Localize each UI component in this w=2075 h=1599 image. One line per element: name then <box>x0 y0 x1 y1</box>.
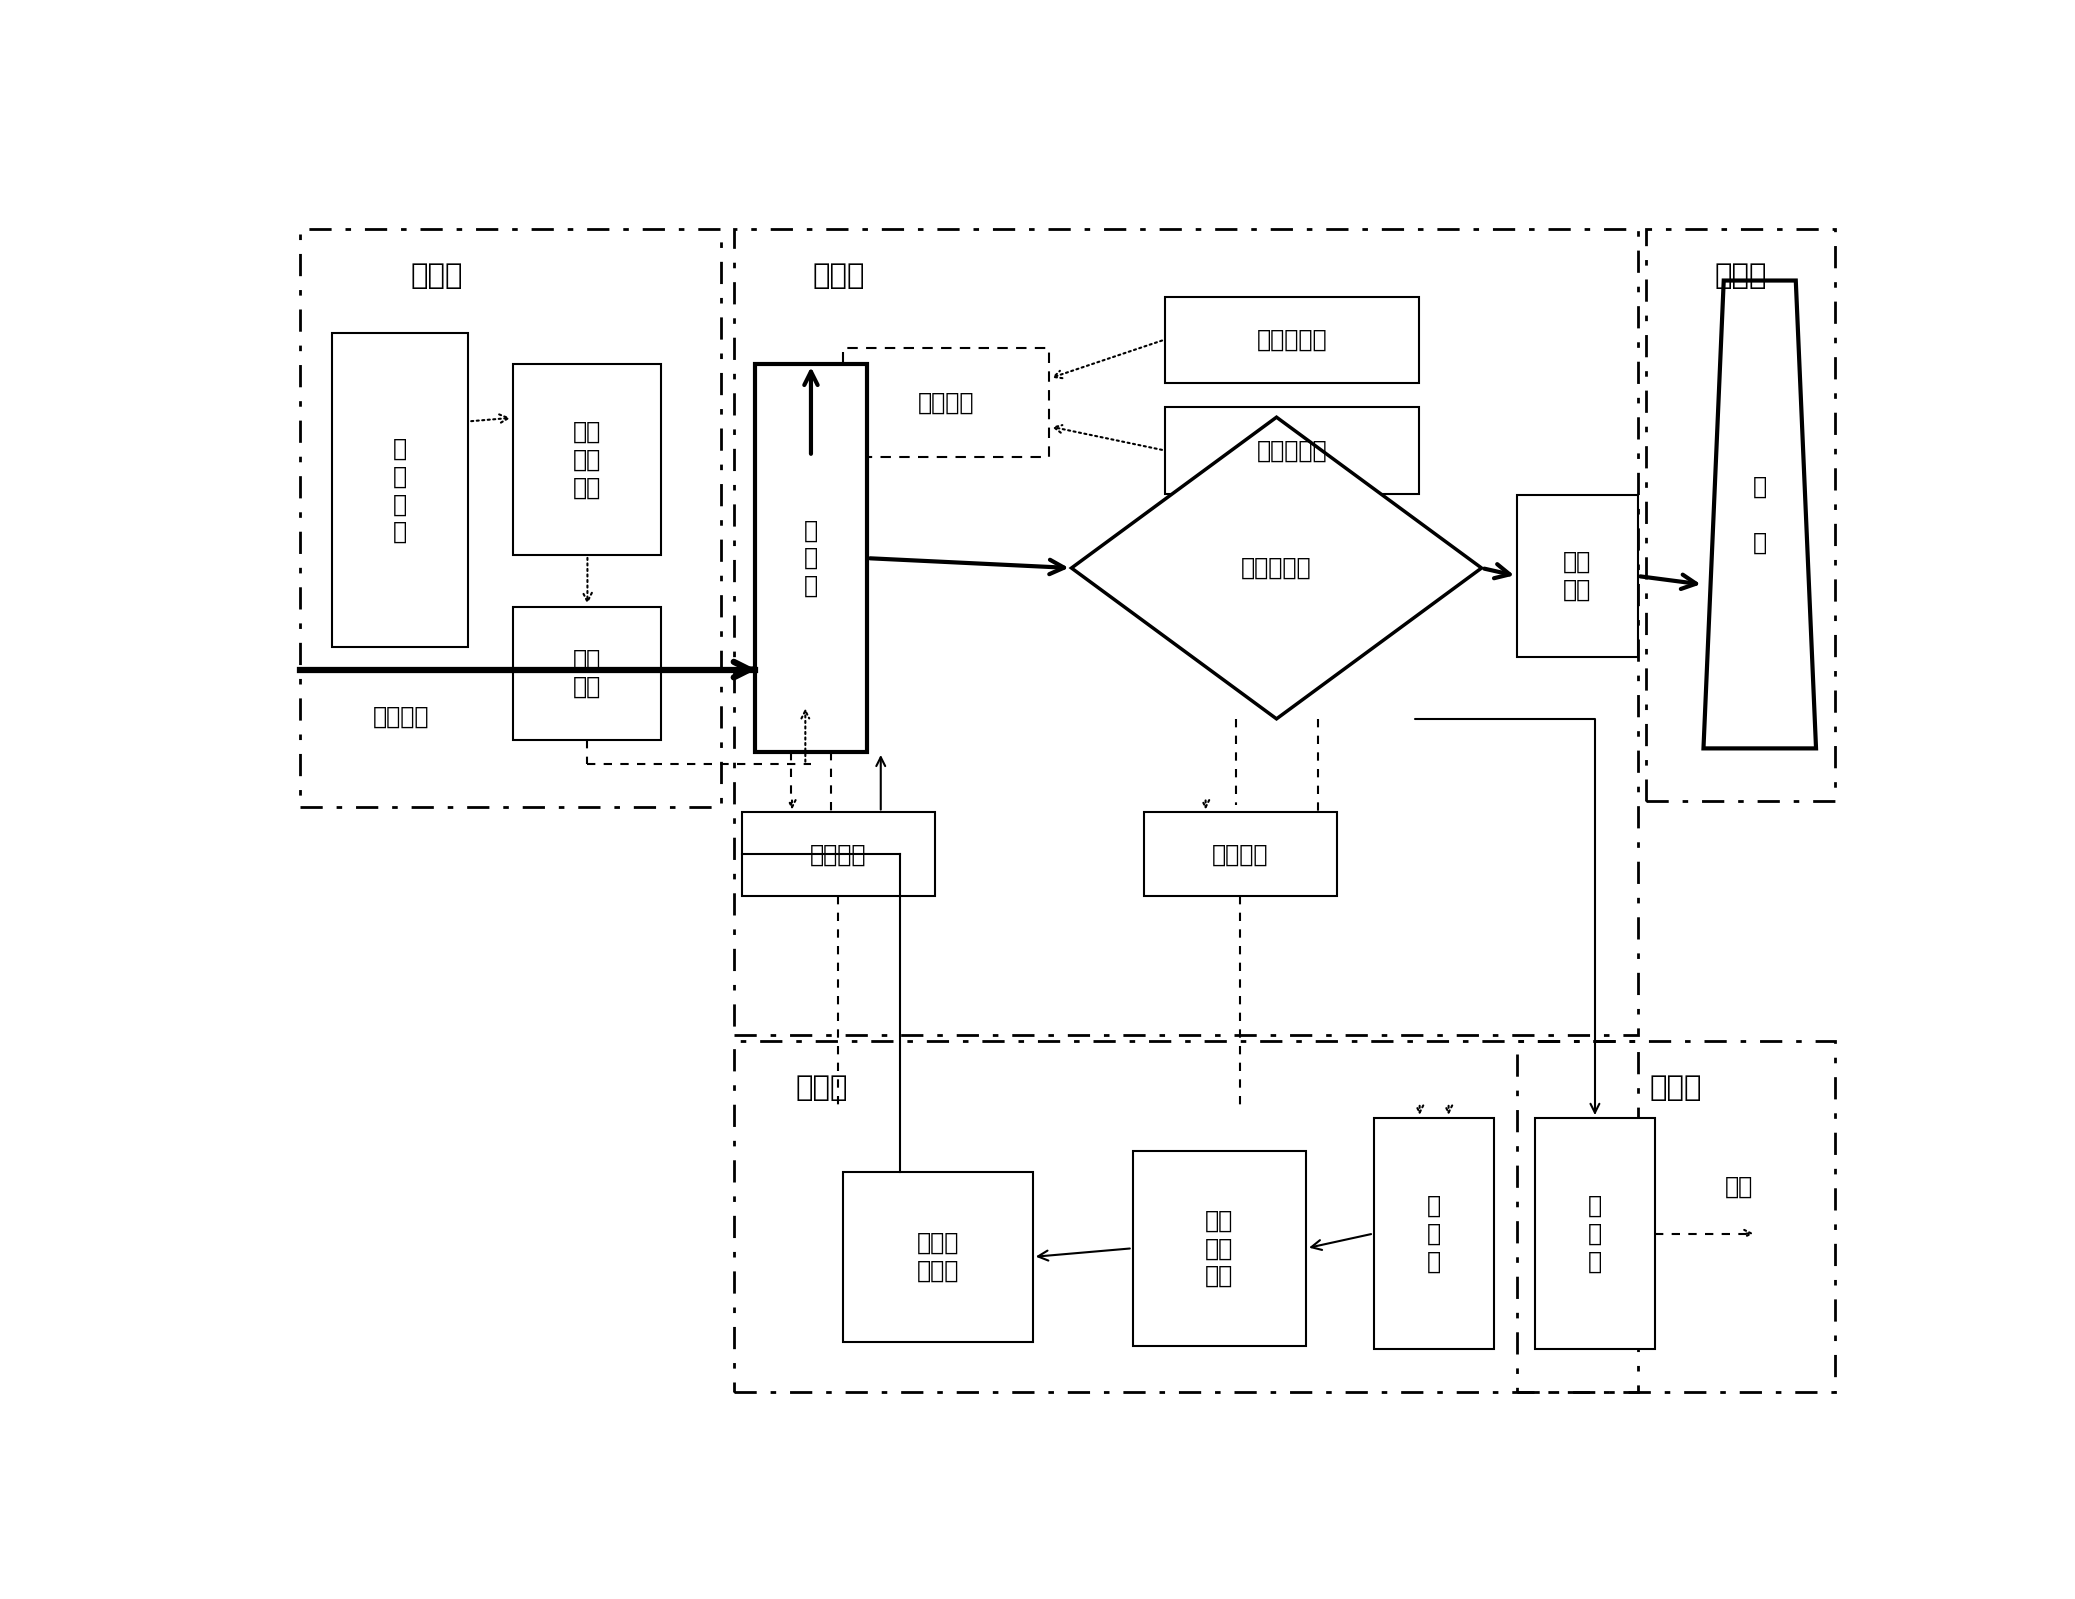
Text: 系统五: 系统五 <box>1650 1075 1701 1102</box>
Text: 气体输
送装置: 气体输 送装置 <box>917 1231 959 1282</box>
Bar <box>1517 494 1637 657</box>
Text: 布袋除尘器: 布袋除尘器 <box>1241 556 1311 580</box>
Text: 外
输
仓: 外 输 仓 <box>1587 1194 1602 1273</box>
Bar <box>743 812 934 895</box>
Text: 烟

囱: 烟 囱 <box>1753 475 1766 555</box>
Text: 水处理设施: 水处理设施 <box>1257 328 1328 352</box>
Bar <box>1645 229 1834 801</box>
Bar <box>299 229 720 807</box>
Text: 系统四: 系统四 <box>797 1075 849 1102</box>
Bar <box>1164 408 1419 494</box>
Text: 加湿
装置: 加湿 装置 <box>573 648 602 699</box>
Bar <box>1517 1041 1834 1393</box>
Text: 系统三: 系统三 <box>1714 262 1766 289</box>
Bar <box>1133 1151 1307 1345</box>
Text: 外运: 外运 <box>1724 1175 1753 1199</box>
Text: 来自风机: 来自风机 <box>374 705 430 729</box>
Bar <box>1164 296 1419 382</box>
Text: 反
应
塔: 反 应 塔 <box>803 518 818 598</box>
Bar <box>1536 1118 1656 1350</box>
Text: 雾化系统: 雾化系统 <box>917 390 975 414</box>
Bar <box>842 1172 1033 1342</box>
Bar <box>1143 812 1336 895</box>
Bar <box>332 334 469 648</box>
Text: 定量
给料
装置: 定量 给料 装置 <box>573 421 602 499</box>
Bar <box>755 365 867 752</box>
Polygon shape <box>1071 417 1482 720</box>
Bar <box>842 349 1050 457</box>
Polygon shape <box>1704 280 1816 748</box>
Text: 系统二: 系统二 <box>811 262 865 289</box>
Text: 新
粉
料
仓: 新 粉 料 仓 <box>392 437 407 544</box>
Bar <box>735 1041 1637 1393</box>
Text: 输送设备: 输送设备 <box>809 843 867 867</box>
Text: 定量
给料
装置: 定量 给料 装置 <box>1206 1209 1233 1289</box>
Bar <box>1374 1118 1494 1350</box>
Text: 系统一: 系统一 <box>411 262 463 289</box>
Bar <box>513 606 662 740</box>
Bar <box>735 229 1637 1035</box>
Text: 输送设备: 输送设备 <box>1212 843 1268 867</box>
Text: 增压
风机: 增压 风机 <box>1562 550 1592 601</box>
Bar <box>513 365 662 555</box>
Text: 压缩空气站: 压缩空气站 <box>1257 438 1328 462</box>
Text: 循
环
仓: 循 环 仓 <box>1428 1194 1442 1273</box>
